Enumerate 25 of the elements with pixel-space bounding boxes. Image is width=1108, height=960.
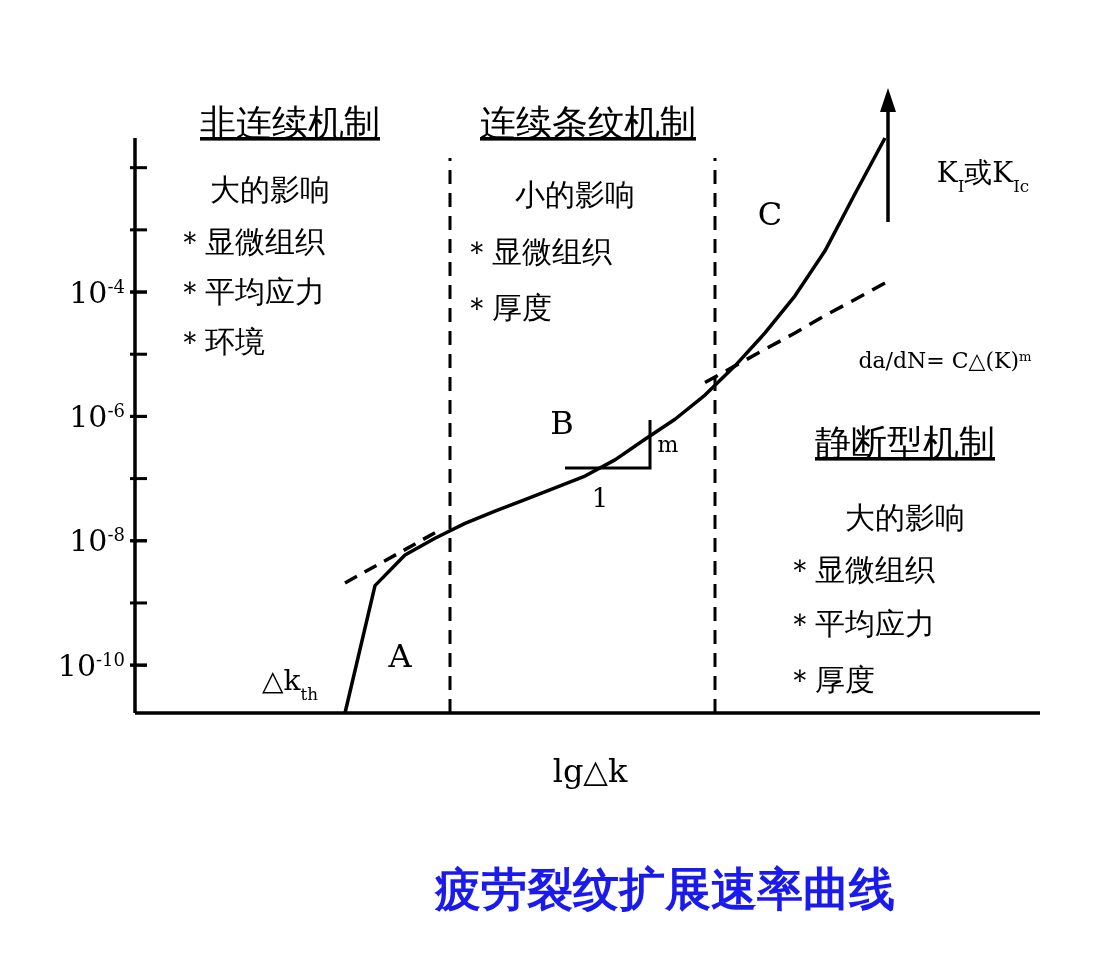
annotation: ＊厚度: [785, 662, 875, 697]
text: 疲劳裂纹扩展速率曲线: [434, 862, 895, 916]
annotation: ＊显微组织: [462, 234, 612, 269]
annotation: ＊显微组织: [785, 552, 935, 587]
y-tick-label: 10$^{-8}$: [69, 523, 125, 559]
annotation: B: [550, 404, 574, 442]
annotation: ＊厚度: [462, 290, 552, 325]
text: ＊平均应力: [175, 274, 325, 309]
text: ＊环境: [175, 324, 265, 359]
annotation: m: [657, 432, 679, 457]
y-tick-label: 10$^{-10}$: [57, 647, 125, 683]
annotation: 1: [591, 483, 609, 513]
annotation: ＊平均应力: [785, 606, 935, 641]
annotation: da/dN= C△(K)$^{m}$: [858, 348, 1033, 373]
y-tick-label: 10$^{-6}$: [69, 398, 125, 434]
annotation: 大的影响: [845, 500, 965, 535]
text: △k$_{th}$: [261, 664, 319, 704]
annotation: C: [757, 195, 783, 233]
annotation: 大的影响: [210, 172, 330, 207]
annotation: A: [387, 637, 413, 675]
y-tick-label: 10$^{-4}$: [69, 274, 125, 310]
annotation: 小的影响: [515, 177, 635, 212]
x-axis-title: lg△k: [552, 752, 628, 790]
text: ＊显微组织: [175, 224, 325, 259]
text: K$_{I}$或K$_{Ic}$: [936, 156, 1030, 196]
